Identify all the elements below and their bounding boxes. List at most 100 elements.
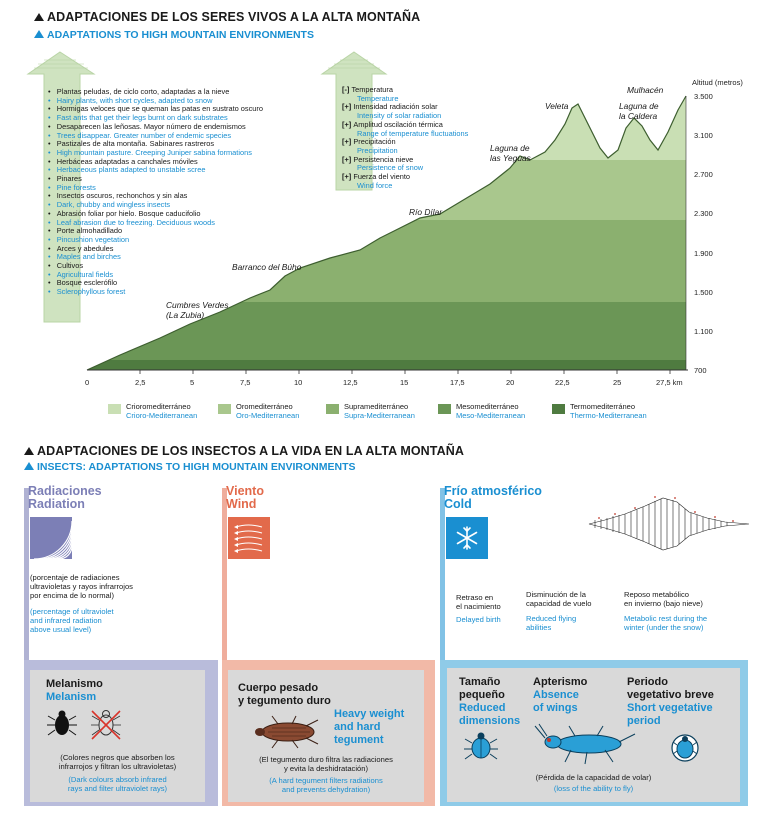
km-tick: 15 bbox=[400, 378, 409, 387]
cold-box-desc-es: (Pérdida de la capacidad de volar) bbox=[535, 773, 652, 782]
legend-swatch bbox=[552, 404, 565, 414]
climate-labels: [-] Temperatura Temperature [+] Intensida… bbox=[342, 85, 542, 190]
bottom-subtitle: INSECTS: ADAPTATIONS TO HIGH MOUNTAIN EN… bbox=[24, 461, 356, 473]
aptery-heading-en: Absence of wings bbox=[533, 689, 579, 714]
short-period-heading-es: Periodo vegetativo breve bbox=[627, 676, 714, 701]
place-caldera: Laguna de la Caldera bbox=[619, 101, 659, 121]
altitude-tick: 3.100 bbox=[694, 131, 713, 140]
altitude-tick: 1.100 bbox=[694, 327, 713, 336]
heavy-body-desc-en: (A hard tegument filters radiations and … bbox=[269, 776, 383, 795]
cold-item-birth-en: Delayed birth bbox=[456, 615, 501, 624]
altitude-axis-title: Altitud (metros) bbox=[692, 78, 743, 87]
mountain-profile bbox=[26, 51, 688, 374]
climate-label-item: [+] Amplitud oscilación térmica Range of … bbox=[342, 119, 469, 138]
bottom-title: ADAPTACIONES DE LOS INSECTOS A LA VIDA E… bbox=[24, 444, 464, 458]
altitude-tick: 3.500 bbox=[694, 92, 713, 101]
left-label-item: • Abrasión foliar por hielo. Bosque cadu… bbox=[48, 208, 215, 227]
cold-bar bbox=[440, 488, 445, 660]
radiation-heading: Radiaciones Radiation bbox=[28, 484, 102, 511]
wingless-insect-icon bbox=[534, 723, 636, 765]
km-tick: 17,5 bbox=[450, 378, 465, 387]
aptery-heading-es: Apterismo bbox=[533, 676, 588, 688]
cold-item-flight-en: Reduced flying abilities bbox=[526, 614, 577, 633]
top-title: ADAPTACIONES DE LOS SERES VIVOS A LA ALT… bbox=[34, 10, 420, 24]
left-label-item: • Herbáceas adaptadas a canchales móvile… bbox=[48, 156, 206, 175]
radiation-desc-es: (porcentaje de radiaciones ultravioletas… bbox=[30, 573, 133, 601]
profile-line bbox=[86, 95, 687, 371]
place-zubia: Cumbres Verdes (La Zubia) bbox=[166, 300, 229, 320]
place-dilar: Río Dílar bbox=[409, 207, 443, 217]
km-tick: 5 bbox=[190, 378, 195, 387]
km-tick: 20 bbox=[506, 378, 515, 387]
left-label-item: • Pinares • Pine forests bbox=[48, 174, 96, 192]
heavy-beetle-icon bbox=[255, 715, 319, 749]
altitude-tick: 1.900 bbox=[694, 249, 713, 258]
km-tick: 22,5 bbox=[555, 378, 570, 387]
legend-swatch bbox=[326, 404, 339, 414]
left-label-item: • Plantas peludas, de ciclo corto, adapt… bbox=[48, 87, 230, 105]
snowflake-icon bbox=[446, 517, 488, 559]
left-label-item: • Desaparecen las leñosas. Mayor número … bbox=[48, 121, 246, 140]
band-termo bbox=[87, 360, 686, 370]
zone-legend: Crioromediterráneo Crioro-Mediterranean O… bbox=[108, 402, 668, 424]
radiation-desc-en: (percentage of ultraviolet and infrared … bbox=[30, 607, 114, 635]
heavy-body-heading-en: Heavy weight and hard tegument bbox=[334, 708, 405, 746]
wind-heading: Viento Wind bbox=[226, 484, 264, 511]
heavy-body-desc-es: (El tegumento duro filtra las radiacione… bbox=[259, 755, 393, 774]
altitude-tick: 2.300 bbox=[694, 209, 713, 218]
climate-label-item: [+] Intensidad radiación solar Intensity … bbox=[342, 102, 442, 121]
legend-swatch bbox=[438, 404, 451, 414]
melanism-heading: Melanismo Melanism bbox=[46, 678, 103, 703]
heavy-body-box: Cuerpo pesado y tegumento duro Heavy wei… bbox=[228, 670, 424, 802]
cold-item-rest-en: Metabolic rest during the winter (under … bbox=[624, 614, 708, 633]
left-label-item: • Cultivos • Agricultural fields bbox=[48, 261, 114, 279]
climate-label-item: [+] Persistencia nieve Persistence of sno… bbox=[342, 154, 424, 173]
rounded-beetle-icon bbox=[671, 734, 699, 762]
cold-item-rest-es: Reposo metabólico en invierno (bajo niev… bbox=[624, 590, 703, 609]
melanism-desc-es: (Colores negros que absorben los infrarr… bbox=[58, 753, 177, 772]
left-up-arrow bbox=[26, 51, 96, 323]
km-tick: 10 bbox=[294, 378, 303, 387]
cold-heading: Frío atmosférico Cold bbox=[444, 484, 542, 511]
climate-label-item: [+] Precipitación Precipitation bbox=[342, 137, 398, 155]
km-tick: 0 bbox=[85, 378, 90, 387]
small-size-heading-en: Reduced dimensions bbox=[459, 702, 521, 727]
km-tick: 2,5 bbox=[135, 378, 146, 387]
wind-icon bbox=[228, 517, 270, 559]
cold-box-desc-en: (loss of the ability to fly) bbox=[553, 784, 634, 793]
altitude-tick: 2.700 bbox=[694, 170, 713, 179]
altitude-tick: 1.500 bbox=[694, 288, 713, 297]
legend-swatch bbox=[108, 404, 121, 414]
short-period-heading-en: Short vegetative period bbox=[627, 702, 713, 727]
left-label-item: • Hormigas veloces que se queman las pat… bbox=[48, 104, 263, 123]
place-yeguas: Laguna de las Yeguas bbox=[490, 143, 531, 163]
left-label-item: • Arces y abedules • Maples and birches bbox=[48, 243, 121, 262]
altitude-tick: 700 bbox=[694, 366, 707, 375]
km-tick: 27,5 km bbox=[656, 378, 683, 387]
place-mulhacen: Mulhacén bbox=[627, 85, 664, 95]
left-label-item: • Porte almohadillado • Pincushion vegeta… bbox=[48, 226, 130, 244]
heavy-body-heading-es: Cuerpo pesado y tegumento duro bbox=[238, 682, 331, 707]
cold-item-birth-es: Retraso en el nacimiento bbox=[456, 593, 501, 612]
km-tick: 12,5 bbox=[343, 378, 358, 387]
beetle-icons bbox=[47, 710, 121, 740]
km-tick: 25 bbox=[613, 378, 622, 387]
place-veleta: Veleta bbox=[545, 101, 569, 111]
climate-label-item: [-] Temperatura Temperature bbox=[342, 85, 399, 103]
place-buho: Barranco del Búho bbox=[232, 262, 302, 272]
melanism-desc-en: (Dark colours absorb infrared rays and f… bbox=[67, 775, 168, 794]
cold-item-flight-es: Disminución de la capacidad de vuelo bbox=[526, 590, 592, 609]
left-label-item: • Pastizales de alta montaña. Sabinares … bbox=[48, 139, 252, 157]
black-beetle-icon bbox=[47, 710, 77, 736]
middle-up-arrow bbox=[320, 51, 388, 191]
activity-pattern-figure bbox=[588, 496, 750, 551]
cold-box: Tamaño pequeño Reduced dimensions Apteri… bbox=[447, 668, 740, 802]
wind-bar bbox=[222, 488, 227, 660]
radiation-icon bbox=[30, 517, 72, 559]
crossed-beetle-icon bbox=[91, 710, 121, 740]
melanism-box: Melanismo Melanism (Colores negros que ab… bbox=[30, 670, 205, 802]
small-beetle-icon bbox=[464, 732, 498, 760]
radiation-bar bbox=[24, 488, 29, 660]
km-tick: 7,5 bbox=[240, 378, 251, 387]
left-label-item: • Bosque esclerófilo • Sclerophyllous for… bbox=[48, 278, 126, 297]
